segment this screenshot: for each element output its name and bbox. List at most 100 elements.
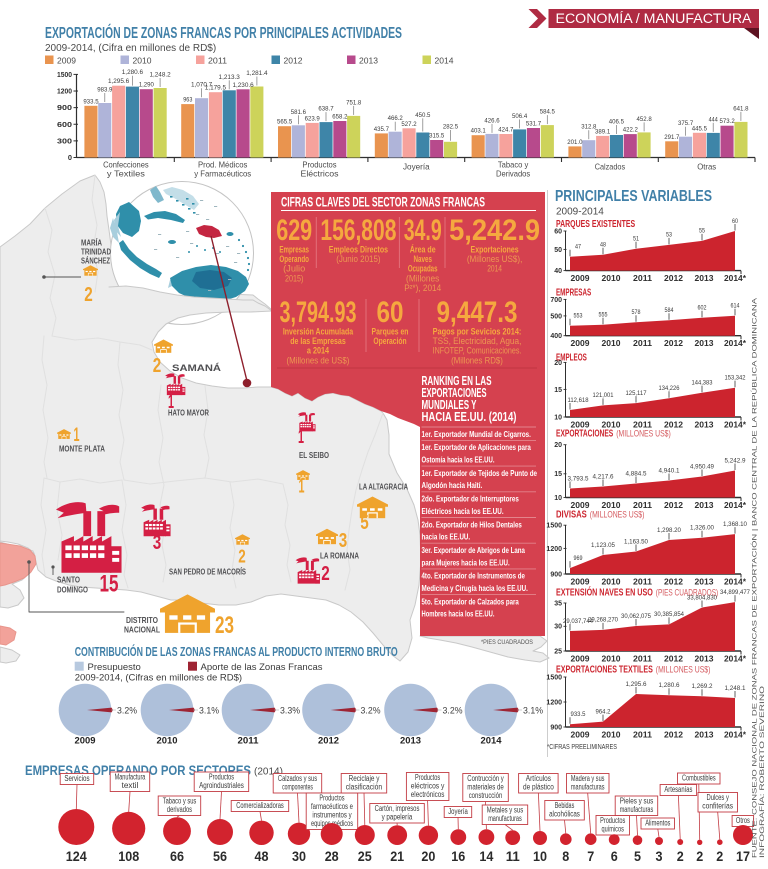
svg-text:2014*: 2014*: [724, 501, 747, 510]
svg-text:531.7: 531.7: [526, 121, 541, 128]
svg-text:1,295.6: 1,295.6: [108, 78, 129, 85]
svg-text:553: 553: [574, 313, 583, 320]
svg-text:para Mujeres hacia los EE.UU.: para Mujeres hacia los EE.UU.: [422, 558, 510, 567]
svg-text:1,179.5: 1,179.5: [205, 85, 226, 92]
svg-text:426.6: 426.6: [484, 117, 499, 124]
svg-text:964.2: 964.2: [596, 708, 611, 715]
svg-text:2011: 2011: [238, 736, 260, 747]
svg-text:2010: 2010: [602, 274, 621, 283]
svg-text:573.2: 573.2: [720, 118, 735, 125]
svg-text:Otras: Otras: [697, 162, 716, 172]
svg-text:Agroindustriales: Agroindustriales: [199, 781, 244, 790]
svg-text:Naves: Naves: [413, 254, 432, 264]
svg-text:2009: 2009: [75, 736, 96, 747]
svg-text:291.7: 291.7: [664, 134, 679, 141]
svg-text:3,794.93: 3,794.93: [280, 296, 357, 329]
svg-text:900: 900: [550, 571, 562, 578]
svg-text:2012: 2012: [664, 339, 683, 348]
svg-text:PARQUES EXISTENTES: PARQUES EXISTENTES: [556, 219, 635, 230]
svg-text:3: 3: [339, 530, 348, 552]
svg-text:2: 2: [153, 355, 162, 377]
svg-text:instrumentos y: instrumentos y: [312, 811, 351, 820]
svg-text:2011: 2011: [633, 731, 652, 740]
svg-text:Empresas: Empresas: [279, 245, 309, 255]
svg-text:2010: 2010: [157, 736, 178, 747]
svg-text:DISTRITO: DISTRITO: [126, 615, 158, 625]
svg-text:Productos: Productos: [209, 773, 234, 782]
svg-text:2009-2014: 2009-2014: [556, 207, 604, 218]
svg-text:Pagos por Sevicios 2014:: Pagos por Sevicios 2014:: [433, 327, 522, 337]
svg-text:21: 21: [390, 848, 404, 864]
svg-text:48: 48: [255, 848, 269, 864]
svg-text:y Farmacéuticos: y Farmacéuticos: [194, 169, 251, 179]
svg-text:LA ROMANA: LA ROMANA: [320, 551, 359, 561]
svg-text:2009: 2009: [571, 655, 590, 664]
svg-text:Empleos Directos: Empleos Directos: [329, 245, 388, 255]
svg-text:751.8: 751.8: [346, 99, 361, 106]
svg-text:2013: 2013: [695, 655, 714, 664]
svg-text:30,062,075: 30,062,075: [621, 613, 651, 620]
svg-text:Productos: Productos: [319, 794, 344, 803]
svg-text:1200: 1200: [546, 699, 562, 706]
svg-text:2013: 2013: [695, 274, 714, 283]
svg-text:PRINCIPALES VARIABLES: PRINCIPALES VARIABLES: [555, 188, 712, 205]
svg-text:584.5: 584.5: [540, 109, 555, 116]
svg-text:3.1%: 3.1%: [523, 706, 544, 717]
svg-text:derivados: derivados: [167, 805, 192, 814]
svg-text:Derivados: Derivados: [496, 169, 530, 179]
svg-text:2009: 2009: [571, 501, 590, 510]
svg-text:1,280.6: 1,280.6: [122, 69, 143, 76]
svg-text:EMPLEOS: EMPLEOS: [556, 353, 587, 364]
svg-text:900: 900: [550, 724, 562, 731]
svg-text:2: 2: [677, 848, 684, 864]
svg-text:312.8: 312.8: [581, 124, 596, 131]
svg-text:2012: 2012: [318, 736, 339, 747]
svg-text:Ocupadas: Ocupadas: [408, 264, 438, 274]
svg-text:2010: 2010: [602, 339, 621, 348]
svg-text:527.2: 527.2: [401, 121, 416, 128]
svg-text:1,269.2: 1,269.2: [692, 683, 713, 690]
svg-text:Madera y sus: Madera y sus: [571, 774, 605, 783]
svg-text:2014*: 2014*: [724, 655, 747, 664]
svg-text:Presupuesto: Presupuesto: [88, 662, 141, 673]
svg-text:602: 602: [698, 305, 707, 312]
svg-text:5to. Exportador de Calzados pa: 5to. Exportador de Calzados para: [422, 597, 520, 606]
svg-text:963: 963: [183, 97, 192, 104]
svg-text:2011: 2011: [633, 578, 652, 587]
svg-text:SANTO: SANTO: [57, 575, 80, 585]
svg-text:614: 614: [731, 303, 740, 310]
svg-text:ECONOMÍA / MANUFACTURA: ECONOMÍA / MANUFACTURA: [556, 10, 753, 27]
svg-text:(Millones de US$): (Millones de US$): [287, 355, 350, 365]
svg-text:(Millones RD$): (Millones RD$): [451, 355, 503, 365]
svg-text:29,268,270: 29,268,270: [588, 617, 618, 624]
svg-text:2012: 2012: [284, 56, 303, 66]
svg-text:51: 51: [633, 236, 639, 243]
svg-text:MARÍA: MARÍA: [81, 239, 102, 248]
svg-text:641.8: 641.8: [733, 105, 748, 112]
svg-text:3: 3: [656, 848, 663, 864]
svg-text:2013: 2013: [695, 731, 714, 740]
svg-text:2009: 2009: [571, 339, 590, 348]
svg-text:3.1%: 3.1%: [199, 706, 220, 717]
svg-text:424.7: 424.7: [498, 127, 513, 134]
svg-text:565.5: 565.5: [277, 119, 292, 126]
svg-text:2do. Exportador de Interruptor: 2do. Exportador de Interruptores: [422, 495, 520, 504]
svg-text:Combustibles: Combustibles: [682, 774, 716, 783]
svg-text:1,248.2: 1,248.2: [149, 72, 170, 79]
svg-text:144,383: 144,383: [692, 380, 713, 387]
svg-text:2010: 2010: [602, 578, 621, 587]
svg-text:hacia los EE.UU.: hacia los EE.UU.: [422, 533, 471, 542]
svg-text:28: 28: [325, 848, 339, 864]
svg-text:6: 6: [611, 848, 618, 864]
svg-text:500: 500: [550, 313, 562, 320]
svg-text:15: 15: [554, 471, 562, 478]
svg-text:Bebidas: Bebidas: [555, 801, 575, 810]
svg-text:7: 7: [587, 848, 594, 864]
svg-text:5: 5: [634, 848, 641, 864]
svg-text:(Julio: (Julio: [283, 264, 305, 274]
svg-text:2012: 2012: [664, 731, 683, 740]
svg-text:2014*: 2014*: [724, 339, 747, 348]
svg-text:EXTENSIÓN NAVES EN USO: EXTENSIÓN NAVES EN USO: [556, 586, 653, 599]
svg-text:(MILLONES US$): (MILLONES US$): [590, 510, 645, 520]
svg-text:(MILLONES US$): (MILLONES US$): [616, 429, 671, 439]
